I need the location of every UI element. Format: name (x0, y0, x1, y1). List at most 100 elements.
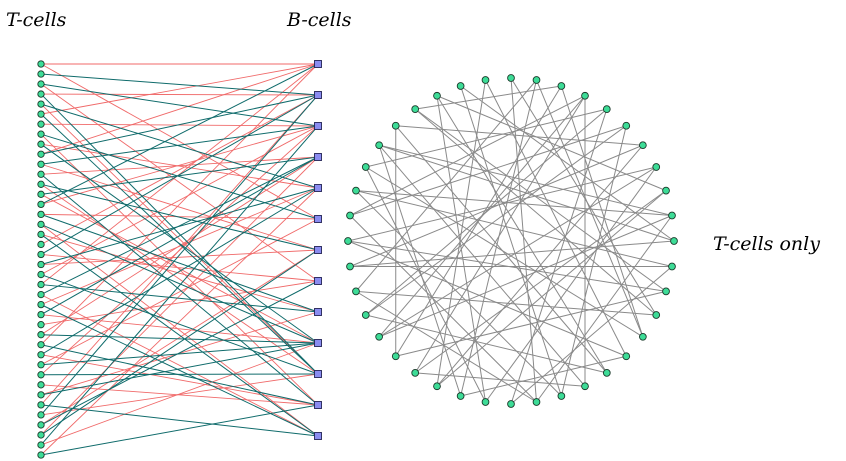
circle-edge (355, 190, 673, 216)
bipartite-edge-teal (40, 103, 319, 189)
circle-edge (510, 266, 673, 405)
circle-edge (365, 108, 607, 168)
circle-edge (536, 215, 673, 403)
bipartite-edge-red (40, 63, 319, 220)
bipartite-edge-red (40, 156, 319, 436)
circle-edge (365, 166, 486, 403)
bipartite-edge-red (40, 93, 319, 96)
circle-edge (560, 85, 644, 337)
circle-edge (365, 125, 627, 316)
t-cell-node (37, 230, 45, 239)
bipartite-edge-teal (40, 284, 319, 313)
t-cell-node (37, 270, 45, 279)
circle-t-cell-node (581, 91, 589, 100)
circle-edge (436, 95, 486, 403)
bipartite-edge-teal (40, 280, 319, 426)
bipartite-edge-teal (40, 94, 319, 155)
bipartite-edge-red (40, 384, 319, 406)
circle-edge (395, 125, 643, 146)
circle-edge (395, 125, 608, 374)
circle-edge (414, 190, 667, 374)
b-cell-node (314, 246, 322, 254)
circle-edge (414, 108, 657, 316)
circle-edge (395, 290, 667, 357)
circle-t-cell-node (507, 74, 515, 82)
bipartite-edge-teal (40, 173, 319, 406)
t-cell-node (37, 80, 45, 88)
bipartite-edge-red (40, 63, 319, 155)
circle-edge (378, 166, 657, 338)
bipartite-edge-teal (40, 342, 319, 396)
t-cell-node (37, 140, 45, 148)
bipartite-edge-teal (40, 73, 319, 96)
t-cell-node (37, 190, 45, 198)
t-cell-node (37, 341, 45, 349)
circle-edge (378, 144, 586, 387)
circle-edge (485, 166, 657, 403)
bipartite-edge-red (40, 249, 319, 265)
t-cell-node (37, 60, 45, 68)
bipartite-edge-red (40, 94, 319, 406)
bipartite-edge-red (40, 224, 319, 437)
circle-t-cell-node (668, 262, 676, 271)
t-cell-node (37, 381, 45, 389)
t-cell-node (37, 351, 45, 359)
t-cell-node (37, 170, 45, 178)
bipartite-edge-teal (40, 373, 319, 376)
t-cell-node (37, 431, 45, 439)
circle-edge (378, 145, 462, 397)
bipartite-edge-red (40, 354, 319, 406)
circle-edge (510, 108, 608, 405)
bipartite-edge-teal (40, 133, 319, 220)
t-cell-node (37, 411, 45, 419)
t-cell-node (37, 70, 45, 78)
t-cell-node (37, 240, 45, 249)
t-cell-node (37, 321, 45, 329)
t-cells-only-label: T-cells only (713, 233, 820, 255)
circle-edge (436, 95, 667, 192)
circle-t-cell-node (622, 121, 631, 130)
circle-t-cell-node (346, 211, 354, 220)
circle-t-cell-node (532, 398, 541, 406)
circle-edge (365, 108, 608, 316)
circle-t-cell-node (668, 211, 676, 220)
bipartite-edge-red (40, 63, 319, 346)
circle-edge (460, 85, 562, 397)
circle-edge (365, 166, 644, 338)
circle-t-cell-node (662, 287, 670, 296)
bipartite-edge-red (40, 143, 319, 189)
t-cell-node (37, 110, 45, 118)
circle-t-cell-node (670, 237, 678, 245)
t-cell-node (37, 250, 45, 259)
t-cell-node (37, 421, 45, 429)
circle-edge (355, 79, 537, 292)
circle-t-cell-node (352, 287, 360, 296)
b-cell-node (314, 184, 322, 192)
circle-t-cell-node (507, 400, 515, 408)
t-cells-label: T-cells (6, 9, 67, 31)
circle-edge (378, 144, 675, 242)
circle-edge (355, 290, 537, 403)
circle-edge (355, 190, 562, 397)
circle-t-cell-node (639, 141, 647, 150)
circle-t-cell-node (456, 82, 465, 90)
bipartite-edge-teal (40, 93, 319, 375)
bipartite-edge-teal (40, 183, 319, 251)
b-cell-node (314, 60, 322, 68)
b-cell-node (314, 122, 322, 130)
circle-edge (510, 77, 657, 316)
nodes-layer (37, 60, 678, 459)
bipartite-edge-teal (40, 156, 319, 296)
b-cell-node (314, 277, 322, 285)
bipartite-edge-teal (40, 234, 319, 437)
bipartite-edge-teal (40, 94, 319, 416)
t-cell-node (37, 260, 45, 269)
circle-t-cell-node (361, 163, 370, 171)
bipartite-edge-red (40, 249, 319, 426)
t-cell-node (37, 300, 45, 309)
circle-t-cell-node (375, 141, 383, 150)
circle-t-cell-node (652, 311, 661, 319)
circle-t-cell-node (352, 186, 360, 195)
bipartite-edge-teal (40, 125, 319, 446)
circle-edge (379, 144, 673, 216)
